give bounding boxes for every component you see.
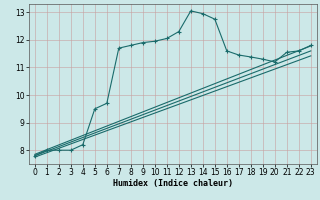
- X-axis label: Humidex (Indice chaleur): Humidex (Indice chaleur): [113, 179, 233, 188]
